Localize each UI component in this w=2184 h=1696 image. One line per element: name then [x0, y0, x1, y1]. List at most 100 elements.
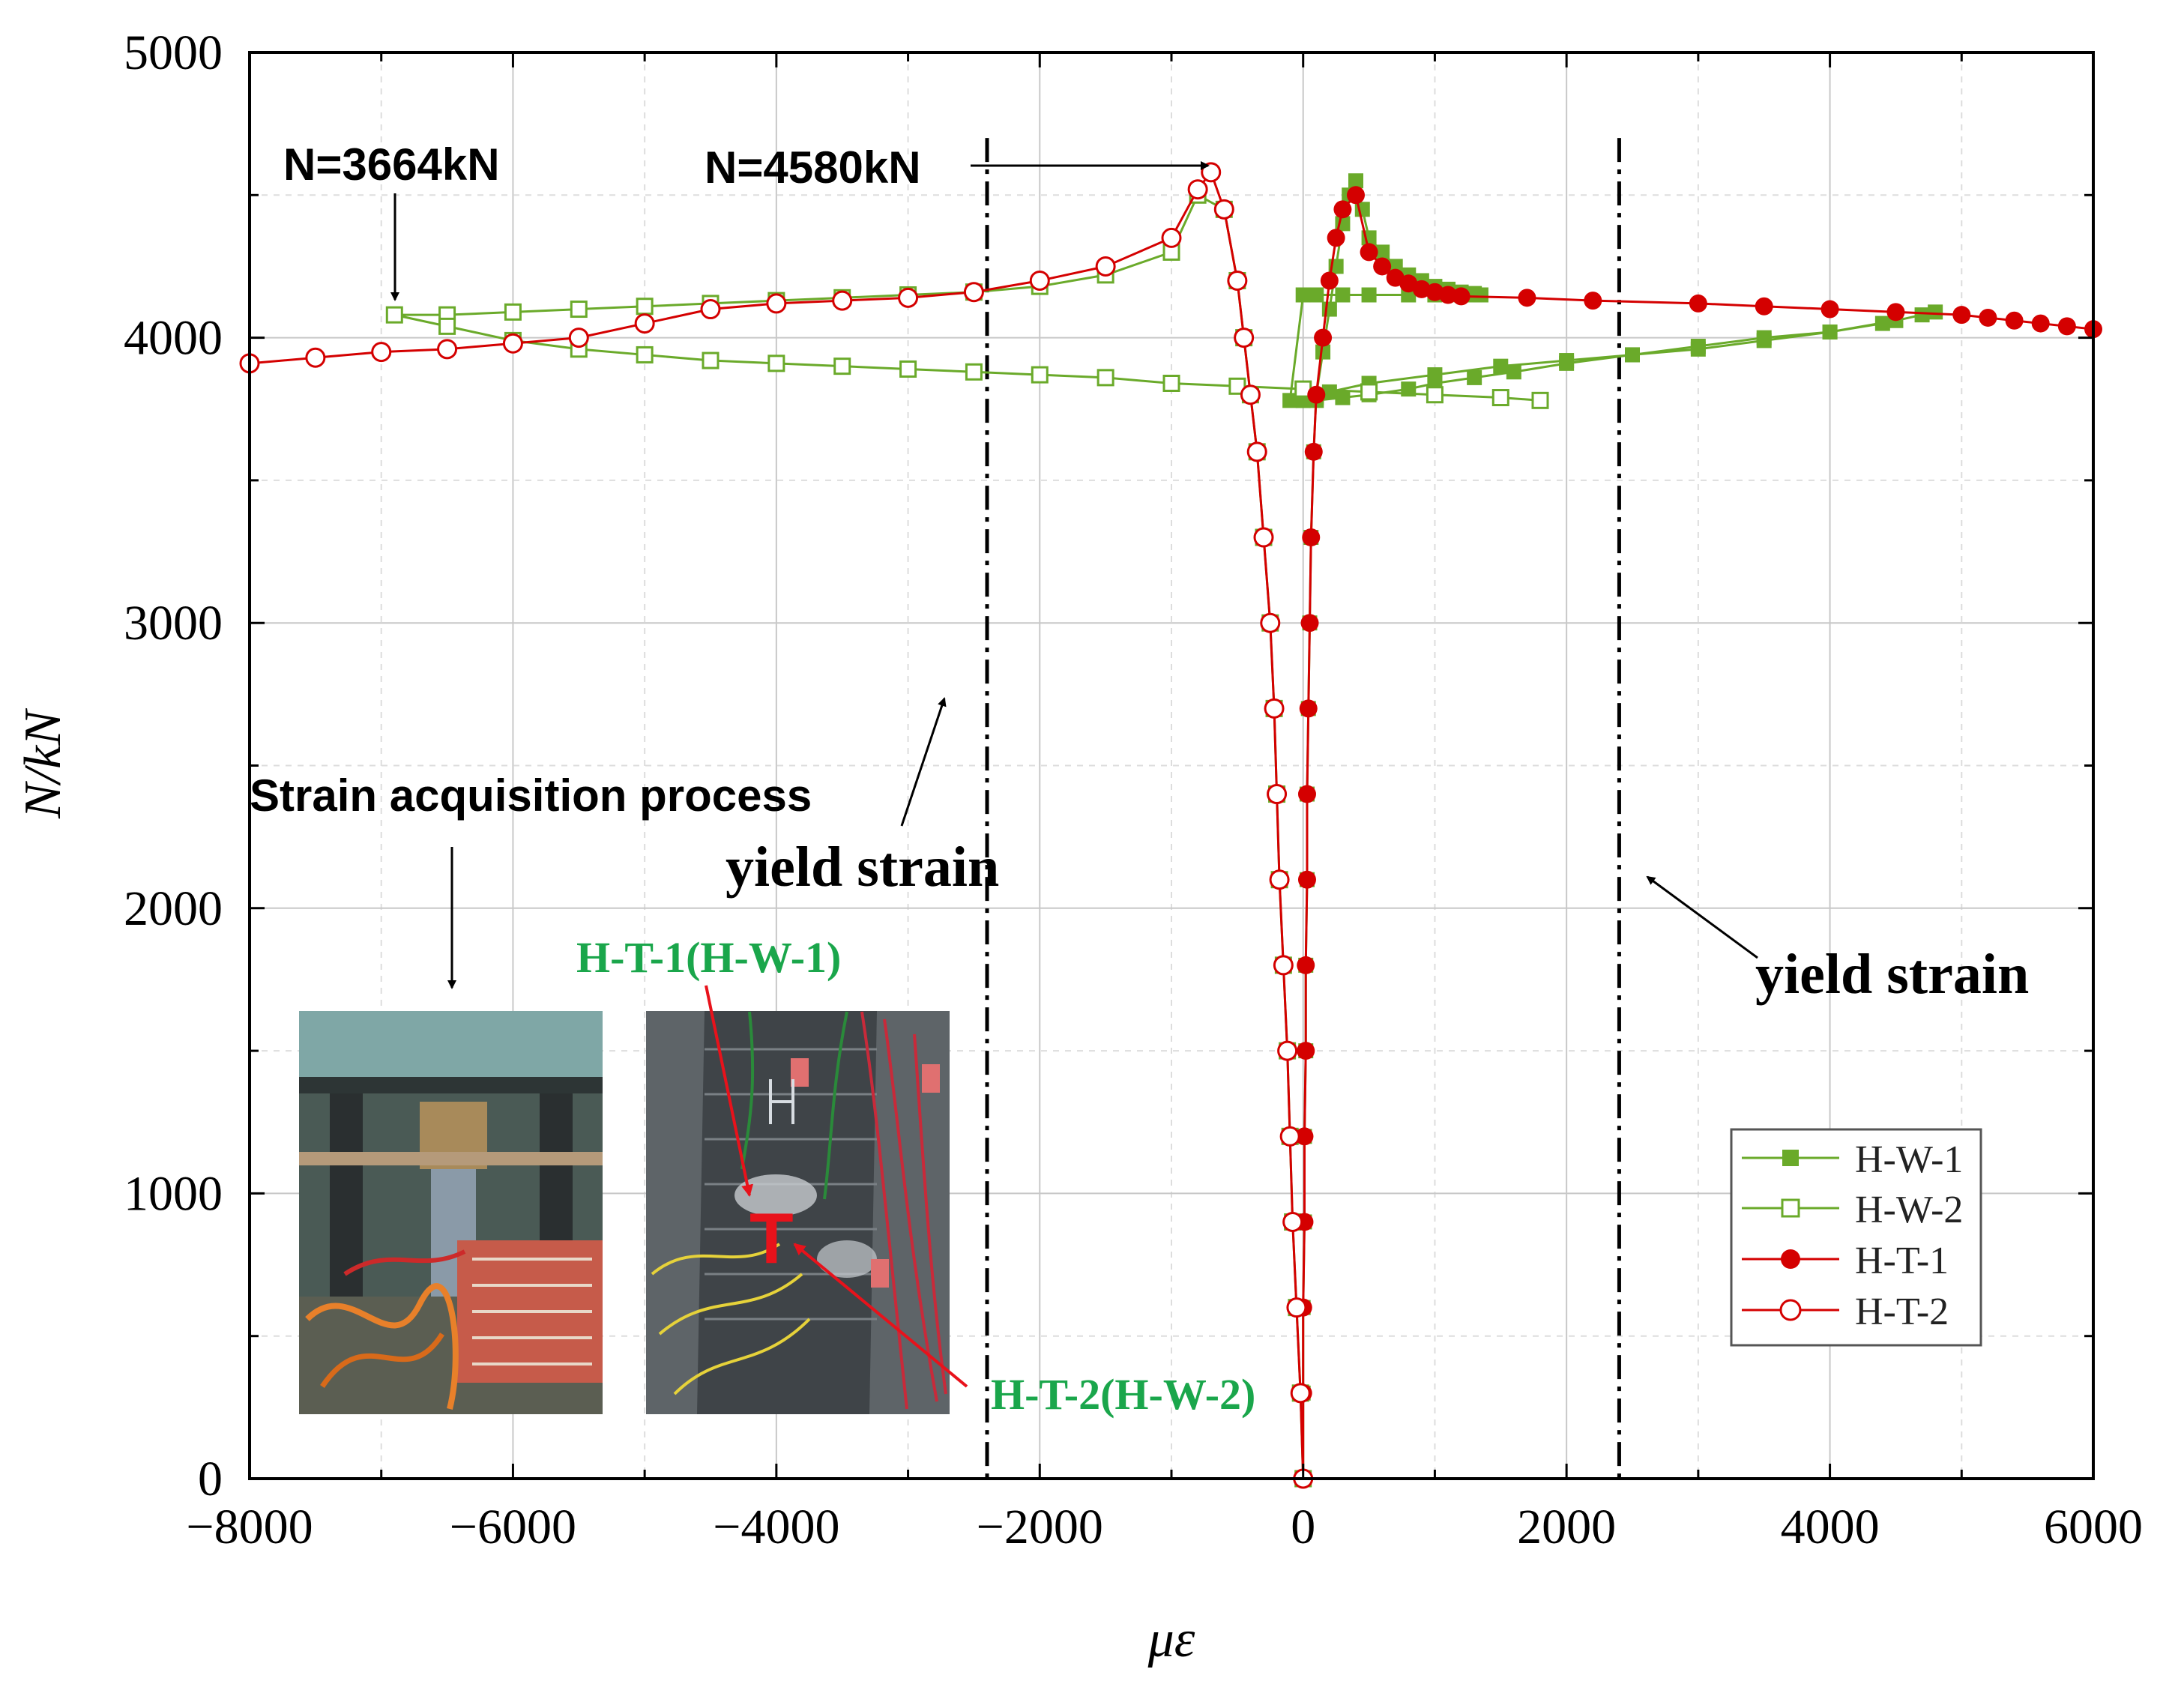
data-point — [371, 342, 392, 363]
data-point — [437, 339, 458, 360]
data-point — [1625, 347, 1640, 363]
data-point — [767, 354, 785, 372]
data-point — [504, 303, 522, 321]
series-line — [249, 169, 1305, 1479]
y-tick-label: 4000 — [124, 311, 223, 366]
data-point — [1290, 1383, 1311, 1404]
data-point — [1348, 173, 1363, 189]
annotation-ht2-arrow — [793, 1243, 968, 1388]
data-point — [1295, 1127, 1314, 1146]
legend-item-h-w-1: H-W-1 — [1742, 1138, 1963, 1181]
data-point — [1260, 612, 1281, 633]
data-point — [1427, 367, 1443, 383]
data-point — [570, 301, 588, 319]
data-point — [1467, 369, 1482, 385]
data-point — [1874, 316, 1890, 331]
specimen-photo: T — [646, 1011, 950, 1414]
x-tick-label: −2000 — [977, 1500, 1103, 1554]
tick-marks — [248, 51, 2095, 1480]
data-point — [702, 351, 720, 369]
data-point — [1297, 870, 1316, 889]
data-point — [1227, 270, 1248, 291]
data-point — [1321, 384, 1337, 399]
data-point — [1452, 287, 1470, 306]
y-tick-label: 3000 — [124, 596, 223, 651]
data-point — [636, 298, 654, 316]
data-point — [1267, 784, 1288, 805]
annotation-ht2: H-T-2(H-W-2) — [991, 1370, 1255, 1419]
data-point — [1273, 955, 1294, 976]
y-tick-label: 1000 — [124, 1166, 223, 1221]
data-point — [1187, 179, 1208, 200]
data-point — [1439, 286, 1457, 304]
x-tick-label: 4000 — [1781, 1500, 1880, 1554]
data-point — [1295, 287, 1311, 303]
data-point — [1327, 229, 1345, 247]
data-point — [1269, 869, 1290, 890]
yield-strain-label-left: yield strain — [726, 836, 999, 899]
data-point — [1361, 287, 1377, 303]
data-point — [1689, 294, 1707, 313]
data-point — [1928, 304, 1943, 320]
annotation-process: Strain acquisition process — [250, 770, 812, 821]
test-machine-photo — [299, 1011, 603, 1414]
data-point — [502, 333, 523, 354]
data-point — [1333, 200, 1352, 219]
yield-strain-arrow-right — [1646, 875, 1758, 959]
data-point — [700, 299, 721, 320]
data-point — [1373, 257, 1392, 276]
data-point — [1302, 528, 1321, 547]
data-point — [1822, 324, 1838, 339]
x-tick-label: 6000 — [2044, 1500, 2143, 1554]
data-point — [1240, 384, 1261, 405]
data-point — [1264, 698, 1285, 719]
t-mark: T — [749, 1198, 794, 1279]
data-point — [1228, 377, 1246, 395]
data-point — [1426, 386, 1444, 404]
data-point — [1162, 374, 1180, 392]
data-point — [1304, 442, 1323, 461]
data-point — [1297, 785, 1316, 803]
data-point — [766, 293, 787, 314]
data-point — [568, 328, 589, 348]
data-point — [1559, 353, 1575, 369]
data-point — [1690, 341, 1706, 357]
data-point — [1886, 303, 1905, 322]
data-point — [1952, 306, 1971, 325]
data-point — [963, 282, 984, 303]
yield-strain-arrow-left — [900, 697, 947, 827]
data-point — [1531, 391, 1549, 409]
data-point — [1506, 364, 1521, 380]
data-point — [1253, 527, 1274, 548]
data-point — [1493, 358, 1509, 374]
y-axis-label: N/kN — [14, 708, 72, 819]
data-point — [385, 306, 403, 324]
annotation-ht1: H-T-1(H-W-1) — [576, 933, 841, 982]
data-point — [965, 363, 983, 381]
data-point — [1518, 289, 1536, 307]
data-point — [1286, 1297, 1307, 1318]
annotation-n4580: N=4580kN — [705, 142, 921, 193]
data-point — [832, 290, 853, 311]
y-tick-label: 2000 — [124, 881, 223, 936]
data-point — [1320, 271, 1339, 290]
data-point — [1914, 307, 1930, 323]
data-point — [1335, 390, 1351, 405]
x-tick-label: 0 — [1291, 1500, 1315, 1554]
yield-strain-label-right: yield strain — [1755, 943, 2029, 1006]
data-point — [1315, 344, 1331, 360]
data-point — [1314, 328, 1333, 347]
data-point — [1031, 366, 1049, 384]
legend-item-h-t-1: H-T-1 — [1742, 1240, 1949, 1282]
data-point — [1096, 369, 1114, 387]
data-point — [634, 313, 655, 334]
yield-lines — [985, 138, 1621, 1479]
x-tick-label: −8000 — [186, 1500, 313, 1554]
data-point — [1584, 292, 1602, 310]
data-point — [1467, 287, 1482, 303]
data-point — [1360, 383, 1378, 401]
data-point — [1161, 227, 1182, 248]
data-point — [1095, 256, 1116, 277]
data-point — [1347, 186, 1365, 205]
